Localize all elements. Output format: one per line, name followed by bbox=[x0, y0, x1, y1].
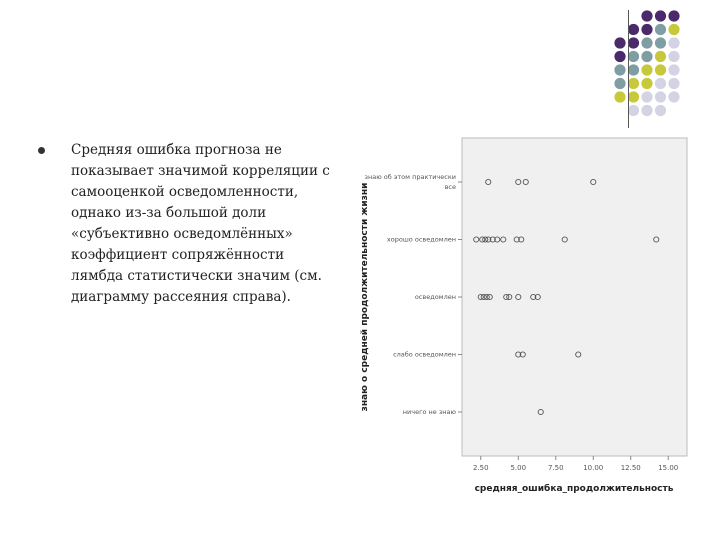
y-tick-label: осведомлен bbox=[415, 293, 456, 301]
decorative-dot bbox=[654, 104, 667, 117]
data-point bbox=[489, 236, 496, 243]
decorative-dot bbox=[641, 23, 653, 36]
y-tick-label: слабо осведомлен bbox=[393, 351, 456, 359]
bullet-icon bbox=[38, 147, 45, 154]
data-point bbox=[590, 178, 597, 186]
decorative-dot bbox=[668, 50, 680, 63]
decorative-dot bbox=[641, 104, 653, 117]
data-point bbox=[500, 236, 507, 243]
data-point bbox=[477, 293, 484, 301]
data-point bbox=[515, 178, 522, 186]
slide-paragraph: Средняя ошибка прогноза не показывает зн… bbox=[71, 142, 330, 305]
decorative-dot bbox=[641, 77, 653, 90]
decorative-dot bbox=[668, 77, 680, 90]
decorative-dot bbox=[668, 23, 680, 36]
decorative-dot bbox=[627, 64, 640, 76]
scatter-chart: знаю об этом практически все хорошо осведо… bbox=[360, 137, 688, 494]
data-point bbox=[486, 293, 493, 301]
decorative-dot bbox=[627, 77, 640, 90]
data-point bbox=[515, 293, 522, 301]
decorative-dot bbox=[641, 64, 653, 76]
decorative-dot bbox=[654, 10, 667, 22]
data-point bbox=[534, 293, 541, 301]
decorative-dot bbox=[654, 77, 667, 90]
x-tick-label: 7.50 bbox=[548, 464, 564, 472]
x-axis: 2.50 5.00 7.50 10.00 12.50 15.00 bbox=[473, 456, 678, 472]
decorative-dot bbox=[654, 37, 667, 49]
x-tick-label: 12.50 bbox=[621, 464, 641, 472]
decorative-dot bbox=[627, 50, 640, 63]
data-point bbox=[485, 178, 492, 186]
data-point bbox=[537, 408, 544, 416]
slide-text-block: Средняя ошибка прогноза не показывает зн… bbox=[38, 140, 338, 308]
data-point bbox=[522, 178, 529, 186]
decorative-dot bbox=[627, 91, 640, 103]
data-point bbox=[575, 351, 582, 358]
decorative-dot bbox=[668, 64, 680, 76]
decorative-dot bbox=[641, 50, 653, 63]
data-point bbox=[482, 236, 489, 243]
decorative-dot bbox=[614, 64, 626, 76]
y-tick-label: знаю об этом практически bbox=[365, 173, 456, 181]
decorative-dot bbox=[614, 77, 626, 90]
decorative-dot bbox=[654, 91, 667, 103]
data-point bbox=[483, 293, 490, 301]
chart-plot-area bbox=[461, 137, 688, 457]
data-points bbox=[473, 178, 660, 416]
decorative-dot bbox=[614, 37, 626, 49]
decorative-dot bbox=[668, 10, 680, 22]
y-tick-label: ничего не знаю bbox=[403, 408, 457, 416]
decorative-dot bbox=[641, 91, 653, 103]
decorative-dot bbox=[627, 104, 640, 117]
data-point bbox=[518, 236, 525, 243]
decorative-dot bbox=[654, 64, 667, 76]
x-tick-label: 10.00 bbox=[583, 464, 603, 472]
data-point bbox=[479, 236, 486, 243]
data-point bbox=[480, 293, 487, 301]
data-point bbox=[561, 236, 568, 243]
y-axis: знаю об этом практически все хорошо осведо… bbox=[365, 173, 462, 416]
decorative-dot bbox=[641, 37, 653, 49]
data-point bbox=[485, 236, 492, 243]
decorative-dot bbox=[654, 23, 667, 36]
decorative-dot bbox=[614, 50, 626, 63]
y-tick-label: все bbox=[445, 183, 456, 191]
data-point bbox=[515, 351, 522, 358]
x-axis-title: средняя_ошибка_продолжительность bbox=[475, 483, 674, 494]
decorative-dot bbox=[627, 37, 640, 49]
data-point bbox=[530, 293, 537, 301]
decorative-divider-line bbox=[628, 10, 629, 128]
data-point bbox=[473, 236, 480, 243]
data-point bbox=[506, 293, 513, 301]
decorative-dot bbox=[627, 23, 640, 36]
data-point bbox=[653, 236, 660, 243]
data-point bbox=[513, 236, 520, 243]
decorative-dot bbox=[668, 91, 680, 103]
x-tick-label: 15.00 bbox=[658, 464, 678, 472]
decorative-dot-grid bbox=[614, 10, 680, 117]
data-point bbox=[503, 293, 510, 301]
x-tick-label: 5.00 bbox=[510, 464, 526, 472]
data-point bbox=[519, 351, 526, 358]
data-point bbox=[494, 236, 501, 243]
decorative-dot bbox=[654, 50, 667, 63]
y-axis-title: знаю о средней продолжительности жизни bbox=[360, 183, 370, 412]
decorative-dot bbox=[641, 10, 653, 22]
y-tick-label: хорошо осведомлен bbox=[387, 236, 456, 244]
decorative-dot bbox=[614, 91, 626, 103]
decorative-dot bbox=[668, 37, 680, 49]
x-tick-label: 2.50 bbox=[473, 464, 489, 472]
